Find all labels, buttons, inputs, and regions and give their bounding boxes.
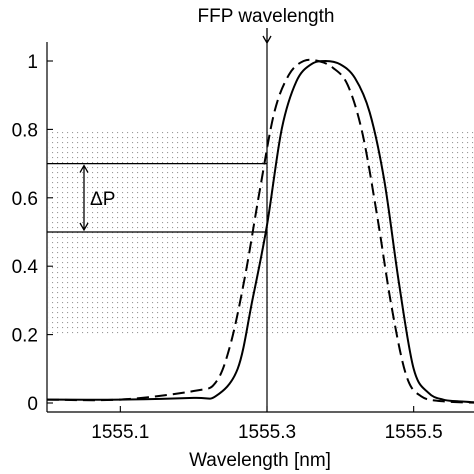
x-tick-label: 1555.5 <box>385 422 443 443</box>
double-arrow-icon <box>79 164 89 232</box>
x-tick-label: 1555.1 <box>91 422 149 443</box>
y-tick-label: 1 <box>27 52 38 73</box>
delta-p-label: ΔP <box>90 189 115 210</box>
y-tick-label: 0.4 <box>12 257 39 278</box>
y-tick-label: 0.2 <box>12 326 38 347</box>
y-tick-label: 0 <box>27 394 38 415</box>
y-tick-label: 0.6 <box>12 189 38 210</box>
y-tick-label: 0.8 <box>12 120 38 141</box>
down-arrow-icon <box>262 28 272 45</box>
x-axis-label: Wavelength [nm] <box>189 450 331 471</box>
ffp-wavelength-label: FFP wavelength <box>198 6 335 27</box>
x-tick-label: 1555.3 <box>238 422 296 443</box>
series-solid-line <box>47 59 474 404</box>
series-dashed-line <box>47 58 474 404</box>
